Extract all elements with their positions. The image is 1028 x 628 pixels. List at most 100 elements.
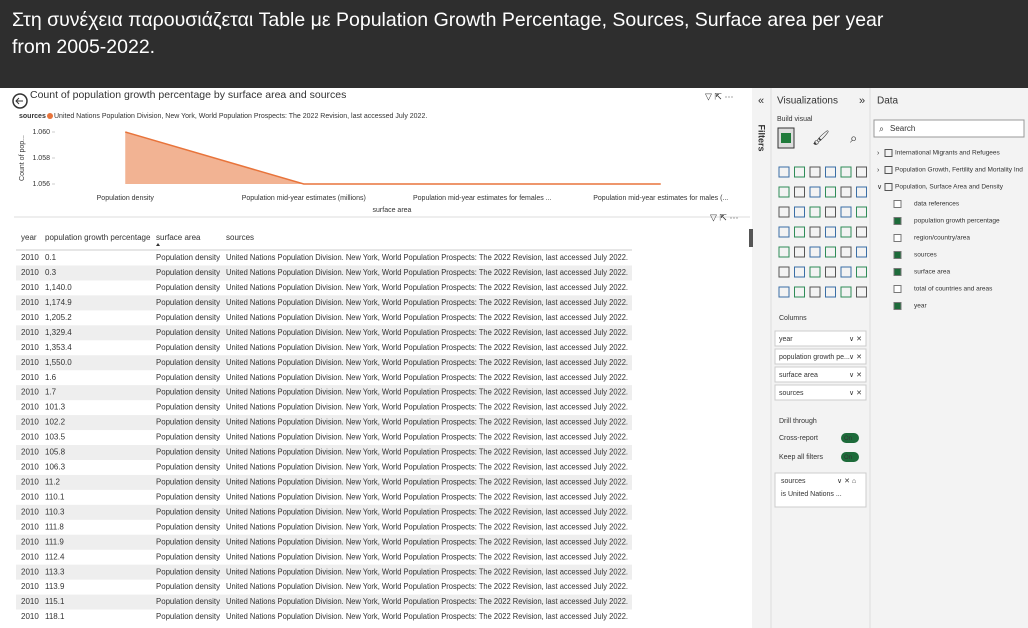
viz-icon[interactable] [840,286,852,298]
expand[interactable]: » [859,95,865,107]
viz-icon[interactable] [778,266,790,278]
viz-icon[interactable] [840,186,852,198]
field-name[interactable]: sources [914,252,938,259]
viz-icon[interactable] [778,226,790,238]
table-cell: Population density [156,537,220,546]
field-name[interactable]: year [914,303,927,310]
field-well[interactable] [774,330,867,347]
viz-icon[interactable] [840,166,852,178]
table-cell: Population density [156,612,220,621]
analytics-tab[interactable]: ⌕ [850,130,857,145]
viz-icon[interactable] [794,186,805,198]
viz-icon[interactable] [856,166,867,178]
checkbox[interactable] [893,234,902,242]
row-band [16,295,632,311]
table-name[interactable]: International Migrants and Refugees [895,150,1001,157]
table-cell: United Nations Population Division. New … [226,537,628,546]
viz-icon[interactable] [794,286,805,298]
row-band [16,385,632,401]
viz-icon[interactable] [825,246,836,258]
viz-icon[interactable] [809,266,821,278]
viz-icon[interactable] [856,186,867,198]
filters-label[interactable]: Filters [757,124,767,151]
viz-icon[interactable] [825,286,836,298]
viz-icon[interactable] [809,206,821,218]
viz-icon[interactable] [856,226,867,238]
field-well-label: sources [779,390,804,397]
field-well[interactable] [774,366,867,383]
visual-header-icons[interactable]: ▽ ⇱ ··· [710,212,738,222]
viz-icon[interactable] [856,286,867,298]
table-cell: Population density [156,253,220,262]
column-header[interactable]: year [21,233,37,242]
viz-icon[interactable] [825,166,836,178]
checkbox[interactable] [893,302,902,310]
column-header[interactable]: population growth percentage [45,233,151,242]
filter-card[interactable] [774,472,867,508]
viz-icon[interactable] [809,226,821,238]
x-axis-label: surface area [373,207,412,214]
checkbox[interactable] [893,251,902,259]
viz-icon[interactable] [794,246,805,258]
table-cell: 2010 [21,268,39,277]
row-band [16,474,632,490]
viz-icon[interactable] [794,226,805,238]
viz-icon[interactable] [840,266,852,278]
viz-icon[interactable] [825,206,836,218]
viz-icon[interactable] [840,246,852,258]
tree-toggle[interactable]: ∨ [877,184,882,191]
viz-icon[interactable] [840,206,852,218]
tree-toggle[interactable]: › [877,167,880,174]
field-name[interactable]: total of countries and areas [914,286,993,293]
column-header[interactable]: sources [226,233,254,242]
viz-icon[interactable] [778,246,790,258]
search-box[interactable] [873,119,1025,138]
viz-icon[interactable] [809,186,821,198]
field-well[interactable] [774,348,867,365]
visual-header-icons[interactable]: ▽ ⇱ ··· [705,91,733,101]
viz-icon[interactable] [825,266,836,278]
viz-icon[interactable] [856,266,867,278]
table-icon [781,133,791,143]
viz-icon[interactable] [778,286,790,298]
viz-icon[interactable] [809,246,821,258]
viz-icon[interactable] [825,186,836,198]
table-cell: 2010 [21,582,39,591]
toggle[interactable] [841,433,859,443]
scrollbar[interactable] [749,229,753,247]
field-name[interactable]: region/country/area [914,235,970,242]
field-well[interactable] [774,384,867,401]
format-tab[interactable]: 🖌 [812,130,830,146]
viz-icon[interactable] [778,206,790,218]
viz-icon[interactable] [856,246,867,258]
viz-icon[interactable] [825,226,836,238]
field-name[interactable]: surface area [914,269,951,276]
table-name[interactable]: Population, Surface Area and Density [895,184,1004,191]
viz-icon[interactable] [809,166,821,178]
viz-icon[interactable] [856,206,867,218]
checkbox[interactable] [893,217,902,225]
viz-icon[interactable] [794,166,805,178]
viz-icon[interactable] [794,206,805,218]
viz-icon[interactable] [778,186,790,198]
viz-icon[interactable] [794,266,805,278]
viz-icon[interactable] [840,226,852,238]
viz-icon[interactable] [809,286,821,298]
viz-icon[interactable] [778,166,790,178]
table-name[interactable]: Population Growth, Fertility and Mortali… [895,167,1023,174]
table-cell: 2010 [21,478,39,487]
column-header[interactable]: surface area [156,233,201,242]
filter-card-icons[interactable]: ∨ ✕ ⌂ [837,478,856,485]
tree-toggle[interactable]: › [877,150,880,157]
toggle[interactable] [841,452,859,462]
table-cell: Population density [156,343,220,352]
field-name[interactable]: data references [914,201,960,208]
checkbox[interactable] [893,268,902,276]
checkbox[interactable] [893,200,902,208]
table-cell: United Nations Population Division. New … [226,403,628,412]
checkbox[interactable] [893,285,902,293]
table-cell: Population density [156,418,220,427]
table-cell: 111.8 [45,522,64,531]
field-name[interactable]: population growth percentage [914,218,1000,225]
collapse[interactable]: « [758,95,764,107]
